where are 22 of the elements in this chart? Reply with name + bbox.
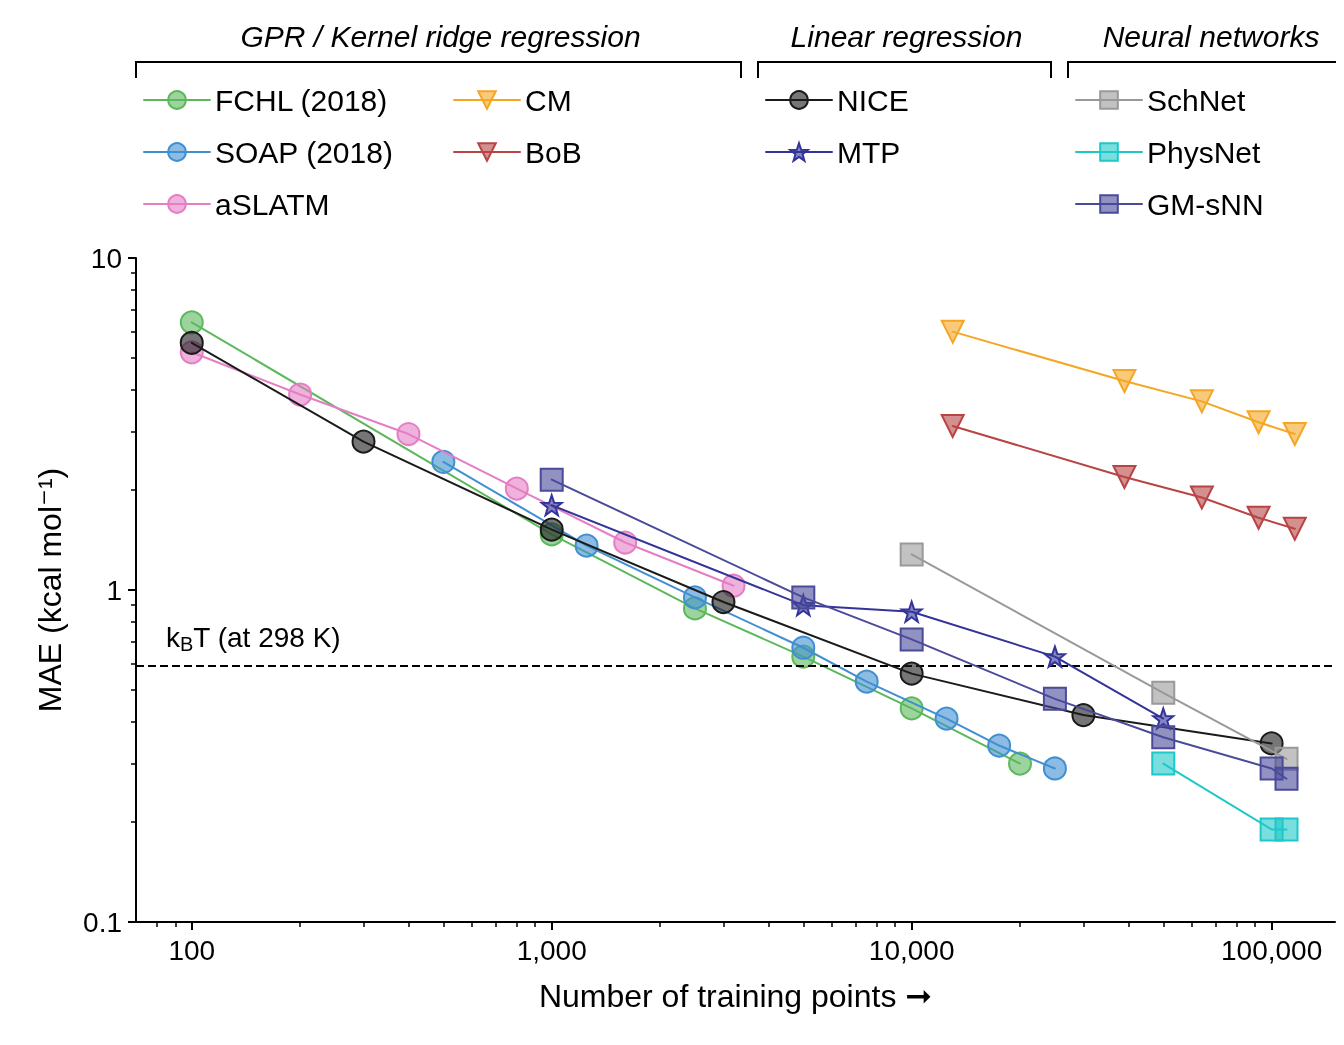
legend-label: SchNet <box>1147 83 1247 117</box>
x-tick-label: 1,000 <box>516 934 587 966</box>
legend-label: CM <box>525 83 572 117</box>
legend-label: GM-sNN <box>1147 187 1264 221</box>
y-tick-label: 10 <box>90 242 122 274</box>
legend-label: BoB <box>525 135 582 169</box>
x-tick-label: 100,000 <box>1221 934 1323 966</box>
x-tick-label: 100 <box>168 934 216 966</box>
x-tick-label: 10,000 <box>868 934 955 966</box>
legend-label: FCHL (2018) <box>215 83 388 117</box>
legend-label: SOAP (2018) <box>215 135 393 169</box>
text: Linear regression <box>790 19 1023 53</box>
legend-label: NICE <box>837 83 909 117</box>
text: Neural networks <box>1102 19 1320 53</box>
text: GPR / Kernel ridge regression <box>240 19 641 53</box>
y-axis-title: MAE (kcal mol⁻¹) <box>32 467 68 713</box>
y-tick-label: 1 <box>106 574 122 606</box>
legend-label: aSLATM <box>215 187 330 221</box>
legend-label: PhysNet <box>1147 135 1262 169</box>
x-axis-title: Number of training points ➞ <box>538 978 933 1014</box>
y-tick-label: 0.1 <box>83 906 122 938</box>
legend-label: MTP <box>837 135 901 169</box>
